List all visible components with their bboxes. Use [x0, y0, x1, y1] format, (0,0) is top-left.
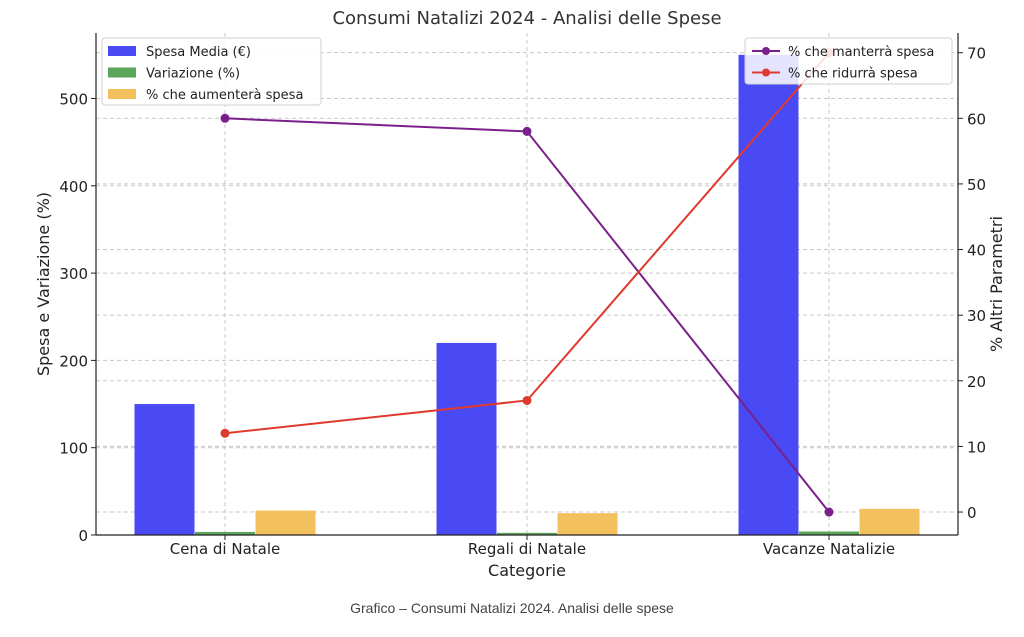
y2-tick-label: 10 — [967, 438, 986, 456]
bar — [738, 54, 799, 536]
y-tick-label: 300 — [59, 265, 88, 283]
y2-tick-label: 70 — [967, 45, 986, 63]
y2-tick-label: 20 — [967, 373, 986, 391]
y2-tick-label: 60 — [967, 110, 986, 128]
bar — [557, 513, 618, 535]
legend-swatch — [108, 89, 136, 99]
legend-label: % che ridurrà spesa — [788, 67, 918, 82]
y-tick-label: 200 — [59, 352, 88, 370]
bar — [859, 508, 920, 535]
x-axis-label: Categorie — [488, 561, 566, 580]
y2-tick-label: 30 — [967, 307, 986, 325]
legend-label: % che aumenterà spesa — [146, 88, 303, 103]
axes: 0 100 200 300 400 500 0 10 20 30 40 50 60 70 Cena di N… — [59, 33, 986, 558]
legend-label: Variazione (%) — [146, 67, 240, 82]
legend-right: % che manterrà spesa % che ridurrà spesa — [744, 37, 953, 85]
x-tick-label: Cena di Natale — [170, 540, 281, 558]
legend-marker — [762, 47, 770, 55]
chart-title: Consumi Natalizi 2024 - Analisi delle Sp… — [332, 8, 721, 29]
y2-tick-label: 50 — [967, 176, 986, 194]
x-tick-label: Vacanze Natalizie — [763, 540, 895, 558]
y2-tick-label: 40 — [967, 242, 986, 260]
y-axis-label: Spesa e Variazione (%) — [34, 192, 53, 376]
legend-box — [101, 37, 322, 106]
bar — [195, 531, 255, 535]
data-point — [824, 507, 834, 517]
legend-label: % che manterrà spesa — [788, 45, 934, 60]
caption: Grafico – Consumi Natalizi 2024. Analisi… — [350, 600, 674, 616]
bar — [134, 404, 195, 535]
data-point — [522, 126, 532, 136]
bars — [134, 54, 920, 536]
bar — [799, 531, 859, 535]
y2-tick-label: 0 — [967, 504, 977, 522]
bar — [436, 342, 497, 535]
bar — [255, 510, 316, 535]
y-tick-label: 0 — [78, 527, 88, 545]
legend-box — [744, 37, 953, 85]
y2-axis-label: % Altri Parametri — [987, 216, 1006, 352]
y-tick-label: 100 — [59, 440, 88, 458]
grid — [96, 33, 958, 536]
legend-swatch — [108, 67, 136, 78]
bar — [497, 532, 557, 535]
legend-label: Spesa Media (€) — [146, 45, 251, 60]
y-tick-label: 500 — [59, 90, 88, 108]
data-point — [522, 395, 532, 405]
legend-swatch — [108, 46, 136, 56]
data-point — [220, 428, 230, 438]
y-tick-label: 400 — [59, 178, 88, 196]
legend-left: Spesa Media (€) Variazione (%) % che aumen… — [101, 37, 322, 106]
x-tick-label: Regali di Natale — [468, 540, 586, 558]
data-point — [220, 113, 230, 123]
legend-marker — [762, 68, 770, 77]
